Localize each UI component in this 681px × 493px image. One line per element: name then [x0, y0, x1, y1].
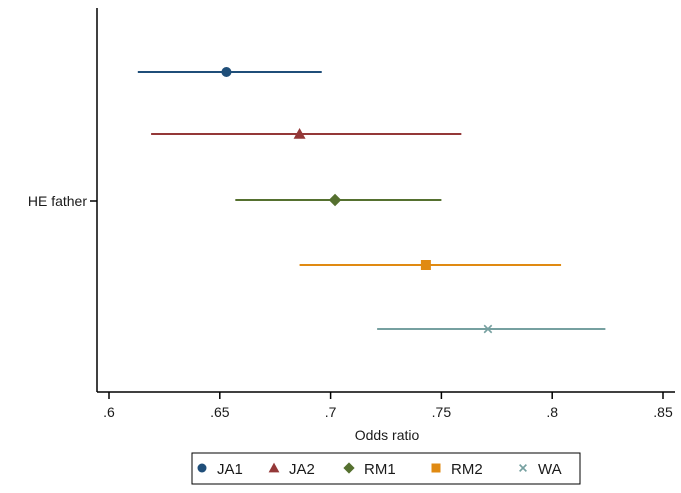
series-wa — [377, 324, 606, 334]
legend-label-ja1: JA1 — [217, 461, 243, 478]
series-rm1 — [235, 193, 442, 207]
legend-items: JA1 JA2 RM1 RM2 WA — [197, 461, 562, 478]
point-estimate-rm2 — [420, 260, 431, 270]
x-tick-label: .75 — [432, 404, 452, 420]
legend-box — [191, 452, 581, 485]
x-tick-label: .6 — [103, 404, 115, 420]
legend-item-rm2: RM2 — [431, 461, 483, 478]
legend-marker-rm2 — [431, 463, 441, 473]
legend-label-wa: WA — [538, 461, 562, 478]
x-tick-label: .85 — [653, 404, 673, 420]
legend-label-rm1: RM1 — [364, 461, 396, 478]
x-axis-title: Odds ratio — [355, 427, 420, 443]
legend-item-wa: WA — [519, 461, 562, 478]
series-ja2 — [151, 128, 462, 139]
legend-marker-ja1 — [197, 463, 207, 473]
point-estimate-wa — [483, 324, 493, 334]
point-estimate-wa-stroke — [483, 324, 493, 334]
point-estimate-rm1 — [328, 193, 342, 207]
legend-item-rm1: RM1 — [343, 461, 396, 478]
x-axis-ticks: .6 .65 .7 .75 .8 .85 — [103, 392, 673, 420]
x-tick-label: .7 — [325, 404, 337, 420]
legend-marker-ja2 — [268, 462, 280, 473]
plot-area: HE father — [28, 8, 675, 393]
legend-item-ja2: JA2 — [268, 461, 315, 478]
legend-label-rm2: RM2 — [451, 461, 483, 478]
series-ja1 — [137, 67, 322, 77]
legend-marker-wa-stroke — [519, 464, 527, 472]
series-rm2 — [299, 260, 562, 270]
series-layer — [137, 67, 606, 334]
legend-marker-wa — [519, 464, 527, 472]
legend: JA1 JA2 RM1 RM2 WA — [191, 452, 581, 485]
legend-item-ja1: JA1 — [197, 461, 243, 478]
point-estimate-ja2 — [293, 128, 306, 139]
legend-label-ja2: JA2 — [289, 461, 315, 478]
y-category-label: HE father — [28, 193, 87, 209]
x-tick-label: .65 — [210, 404, 230, 420]
point-estimate-ja1 — [221, 67, 232, 77]
x-tick-label: .8 — [546, 404, 558, 420]
legend-marker-rm1 — [343, 462, 355, 474]
